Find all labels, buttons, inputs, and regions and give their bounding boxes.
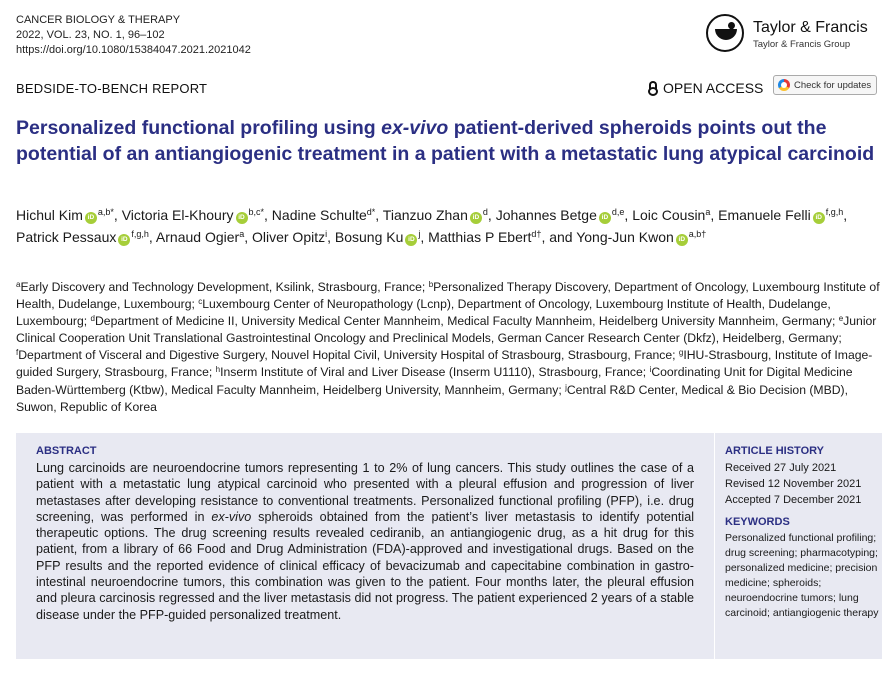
orcid-icon[interactable]: iD <box>235 212 248 224</box>
author-affiliation-sup: d† <box>531 228 542 239</box>
author-affiliation-sup: a <box>239 228 245 239</box>
author-name[interactable]: Matthias P Ebert <box>428 228 532 245</box>
article-history: Received 27 July 2021 Revised 12 Novembe… <box>725 460 861 508</box>
affiliation-text: Inserm Institute of Viral and Liver Dise… <box>220 365 650 380</box>
author-entry: Bosung Ku iDj <box>334 228 421 246</box>
report-type: BEDSIDE-TO-BENCH REPORT <box>16 81 208 96</box>
affiliation-sup: d <box>90 314 95 324</box>
affiliation-text: Luxembourg Center of Neuropathology (Lcn… <box>16 297 831 329</box>
affiliation-text: IHU-Strasbourg, Institute of Image-guide… <box>16 348 873 380</box>
revised-date: Revised 12 November 2021 <box>725 478 862 490</box>
affiliation-sup: a <box>16 280 21 289</box>
author-entry: Loic Cousina <box>632 207 710 223</box>
author-affiliation-sup: d <box>482 207 488 217</box>
orcid-icon[interactable]: iD <box>812 212 825 224</box>
author-name[interactable]: Hichul Kim <box>16 207 83 223</box>
affiliation-text: Early Discovery and Technology Developme… <box>20 280 429 294</box>
affiliation-sup: c <box>198 297 203 307</box>
author-name[interactable]: Oliver Opitz <box>251 228 326 245</box>
author-name[interactable]: Tianzuo Zhan <box>382 207 468 223</box>
orcid-icon[interactable]: iD <box>469 212 482 224</box>
affiliation-text: Junior Clinical Cooperation Unit Transla… <box>16 314 877 346</box>
author-affiliation-sup: i <box>325 228 328 239</box>
author-affiliation-sup: d,e <box>611 207 625 217</box>
author-list: Hichul Kim iDa,b*, Victoria El-Khoury iDb,… <box>16 207 848 246</box>
open-access-text: OPEN ACCESS <box>663 80 764 96</box>
author-entry: Oliver Opitzi <box>252 229 327 245</box>
author-entry: Nadine Schulted* <box>272 207 375 223</box>
affiliation-text: Coordinating Unit for Digital Medicine B… <box>16 365 853 397</box>
author-entry: Emanuele Felli iDf,g,h <box>718 207 844 224</box>
author-affiliation-sup: b,c* <box>248 207 265 217</box>
author-name[interactable]: Yong-Jun Kwon <box>576 228 674 245</box>
author-entry: Matthias P Ebertd† <box>428 229 541 245</box>
author-affiliation-sup: f,g,h <box>825 207 844 217</box>
check-for-updates-label: Check for updates <box>794 79 872 91</box>
keywords-list: Personalized functional profiling; drug … <box>725 532 879 619</box>
author-name[interactable]: Patrick Pessaux <box>16 228 117 245</box>
affiliation-sup: b <box>428 280 434 289</box>
journal-doi-link[interactable]: https://doi.org/10.1080/15384047.2021.20… <box>16 44 251 56</box>
author-affiliation-sup: f,g,h <box>131 228 149 239</box>
journal-volume: 2022, VOL. 23, NO. 1, 96–102 <box>16 29 165 41</box>
affiliation-sup: e <box>838 314 844 324</box>
orcid-icon[interactable]: iD <box>675 233 688 246</box>
publisher-name: Taylor & Francis <box>753 19 868 36</box>
author-entry: Johannes Betge iDd,e <box>495 207 625 224</box>
journal-name: CANCER BIOLOGY & THERAPY <box>16 14 181 26</box>
open-access-label: OPEN ACCESS <box>648 80 763 96</box>
author-affiliation-sup: a,b† <box>688 228 707 239</box>
affiliation-sup: i <box>649 365 652 375</box>
abstract-text: Lung carcinoids are neuroendocrine tumor… <box>36 461 694 622</box>
crossmark-icon <box>778 79 790 91</box>
author-entry: Tianzuo Zhan iDd <box>382 207 488 224</box>
orcid-icon[interactable]: iD <box>84 212 97 224</box>
author-name[interactable]: Victoria El-Khoury <box>121 207 234 223</box>
check-for-updates-button[interactable]: Check for updates <box>773 75 877 95</box>
author-name[interactable]: Emanuele Felli <box>718 207 811 223</box>
abstract-box: ABSTRACT Lung carcinoids are neuroendocr… <box>16 433 714 659</box>
author-name[interactable]: Johannes Betge <box>495 207 597 223</box>
author-entry: Patrick Pessaux iDf,g,h <box>16 228 149 246</box>
article-title: Personalized functional profiling using … <box>16 117 875 165</box>
affiliation-sup: j <box>565 382 567 392</box>
orcid-icon[interactable]: iD <box>118 233 131 246</box>
author-name[interactable]: Nadine Schulte <box>271 207 367 223</box>
author-affiliation-sup: a <box>705 207 711 217</box>
open-access-lock-icon <box>648 80 658 96</box>
affiliation-text: Personalized Therapy Discovery, Departme… <box>16 280 880 312</box>
article-sidebar: ARTICLE HISTORY Received 27 July 2021 Re… <box>714 433 882 659</box>
author-affiliation-sup: j <box>418 228 421 239</box>
author-name[interactable]: Bosung Ku <box>334 228 404 245</box>
affiliation-sup: h <box>215 365 221 375</box>
affiliation-text: Department of Visceral and Digestive Sur… <box>18 348 679 363</box>
affiliation-sup: g <box>678 348 684 358</box>
accepted-date: Accepted 7 December 2021 <box>725 494 862 506</box>
article-history-heading: ARTICLE HISTORY <box>725 445 825 457</box>
orcid-icon[interactable]: iD <box>598 212 611 224</box>
affiliations: aEarly Discovery and Technology Developm… <box>16 279 884 416</box>
author-name[interactable]: Loic Cousin <box>632 207 706 223</box>
received-date: Received 27 July 2021 <box>725 462 837 474</box>
affiliation-sup: f <box>16 348 19 358</box>
author-name[interactable]: Arnaud Ogier <box>155 228 240 245</box>
affiliation-text: Department of Medicine II, University Me… <box>94 314 839 329</box>
author-entry: Victoria El-Khoury iDb,c* <box>121 207 265 224</box>
publisher-logo[interactable]: Taylor & Francis Taylor & Francis Group <box>706 14 881 56</box>
abstract-heading: ABSTRACT <box>36 445 97 457</box>
affiliation-text: Central R&D Center, Medical & Bio Decisi… <box>16 382 848 414</box>
author-entry: Yong-Jun Kwon iDa,b† <box>576 228 707 246</box>
author-entry: Arnaud Ogiera <box>156 229 244 245</box>
publisher-lamp-icon <box>706 14 744 52</box>
author-affiliation-sup: d* <box>366 207 376 217</box>
journal-meta: CANCER BIOLOGY & THERAPY 2022, VOL. 23, … <box>16 13 251 58</box>
keywords-heading: KEYWORDS <box>725 516 790 528</box>
orcid-icon[interactable]: iD <box>405 233 418 246</box>
author-entry: Hichul Kim iDa,b* <box>16 207 114 224</box>
publisher-group: Taylor & Francis Group <box>753 39 851 50</box>
author-affiliation-sup: a,b* <box>97 207 114 217</box>
